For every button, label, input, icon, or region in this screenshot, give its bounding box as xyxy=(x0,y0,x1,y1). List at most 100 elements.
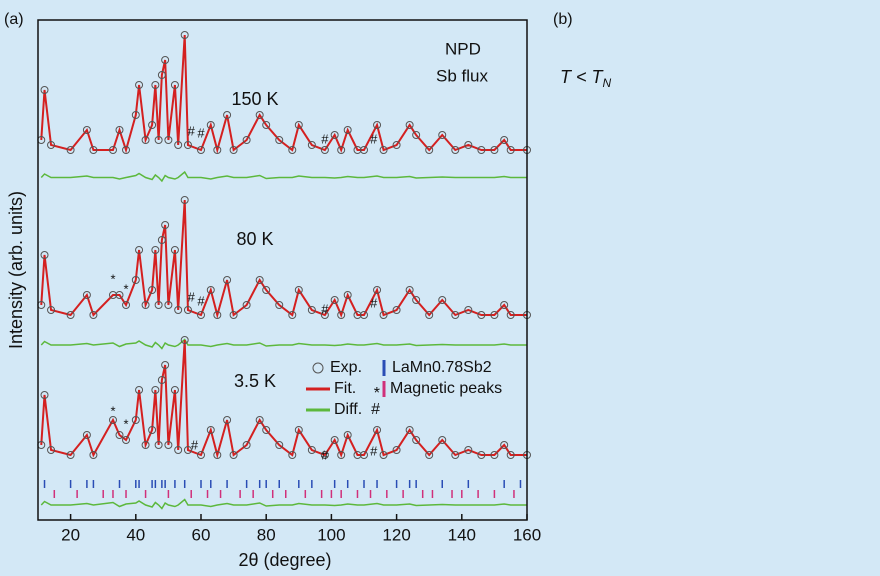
exp-point xyxy=(174,446,183,454)
condition-subscript: N xyxy=(603,76,612,90)
x-tick-label: 140 xyxy=(448,525,476,544)
exp-point xyxy=(307,141,316,149)
exp-point xyxy=(115,291,124,299)
exp-point xyxy=(379,146,388,154)
exp-point xyxy=(135,386,144,394)
exp-point xyxy=(262,426,271,434)
exp-point xyxy=(40,86,49,94)
exp-point xyxy=(373,426,382,434)
exp-point xyxy=(108,416,117,424)
x-tick-label: 100 xyxy=(317,525,345,544)
exp-point xyxy=(141,301,150,309)
exp-point xyxy=(477,451,486,459)
exp-point xyxy=(229,311,238,319)
exp-point xyxy=(82,126,91,134)
exp-point xyxy=(451,451,460,459)
exp-point xyxy=(66,311,75,319)
x-tick-label: 20 xyxy=(61,525,80,544)
impurity-symbol: # xyxy=(321,131,329,146)
exp-point xyxy=(154,301,163,309)
exp-point xyxy=(161,361,170,369)
x-tick-label: 40 xyxy=(126,525,145,544)
exp-point xyxy=(141,136,150,144)
impurity-symbol: # xyxy=(191,437,199,452)
exp-point xyxy=(275,136,284,144)
exp-point xyxy=(288,451,297,459)
exp-point xyxy=(183,446,192,454)
exp-point xyxy=(170,386,179,394)
exp-point xyxy=(164,301,173,309)
legend-label: LaMn0.78Sb2 xyxy=(392,359,492,376)
impurity-symbol: # xyxy=(188,289,196,304)
exp-point xyxy=(405,121,414,129)
exp-point xyxy=(288,146,297,154)
x-axis-label: 2θ (degree) xyxy=(238,550,331,570)
exp-point xyxy=(47,141,56,149)
exp-point xyxy=(255,276,264,284)
exp-point xyxy=(135,246,144,254)
panel-label: (b) xyxy=(553,11,573,28)
exp-point xyxy=(438,296,447,304)
impurity-symbol: # xyxy=(370,295,378,310)
exp-point xyxy=(170,81,179,89)
exp-point xyxy=(294,426,303,434)
impurity-symbol: # xyxy=(370,443,378,458)
exp-point xyxy=(40,391,49,399)
exp-point xyxy=(197,451,205,459)
exp-point xyxy=(464,446,473,454)
exp-point xyxy=(206,286,215,294)
exp-point xyxy=(275,301,284,309)
exp-point xyxy=(392,446,401,454)
exp-point xyxy=(412,436,421,444)
diff-line xyxy=(40,498,527,510)
exp-point xyxy=(360,146,368,154)
exp-point xyxy=(412,131,421,139)
exp-point xyxy=(294,121,303,129)
exp-point xyxy=(170,246,179,254)
exp-point xyxy=(197,146,205,154)
exp-point xyxy=(115,431,124,439)
exp-point xyxy=(320,451,329,459)
impurity-symbol: # xyxy=(370,131,378,146)
exp-point xyxy=(122,436,131,444)
exp-point xyxy=(343,126,352,134)
exp-point xyxy=(464,306,473,314)
exp-point xyxy=(180,336,189,344)
exp-point xyxy=(47,306,56,314)
exp-point xyxy=(164,441,173,449)
exp-point xyxy=(451,311,460,319)
exp-point xyxy=(337,311,346,319)
exp-point xyxy=(89,451,98,459)
exp-point xyxy=(223,416,232,424)
exp-point xyxy=(242,301,251,309)
exp-point xyxy=(392,141,401,149)
exp-point xyxy=(40,251,49,259)
impurity-symbol: # xyxy=(197,125,205,140)
exp-point xyxy=(379,451,388,459)
exp-point xyxy=(82,431,91,439)
exp-point xyxy=(379,311,388,319)
exp-point xyxy=(343,431,352,439)
panel-label: (a) xyxy=(4,11,24,28)
impurity-symbol: # xyxy=(188,123,196,138)
magnetic-symbol: * xyxy=(110,271,115,286)
exp-point xyxy=(320,311,329,319)
exp-point xyxy=(148,121,157,129)
exp-point xyxy=(490,451,499,459)
exp-point xyxy=(115,126,124,134)
exp-point xyxy=(89,146,98,154)
condition-label: T < TN xyxy=(560,67,612,90)
exp-point xyxy=(206,121,215,129)
diff-line xyxy=(40,170,527,183)
exp-point xyxy=(373,286,382,294)
exp-point xyxy=(141,441,150,449)
exp-point xyxy=(148,426,157,434)
exp-point xyxy=(506,146,515,154)
exp-point xyxy=(180,196,189,204)
magnetic-symbol: * xyxy=(123,281,128,296)
exp-point xyxy=(151,81,160,89)
exp-point xyxy=(405,286,414,294)
legend-symbol: # xyxy=(371,401,380,418)
sample-label: Sb flux xyxy=(436,66,488,85)
